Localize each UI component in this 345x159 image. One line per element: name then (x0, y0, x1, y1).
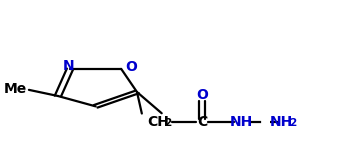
Text: 2: 2 (289, 118, 296, 128)
Text: O: O (196, 88, 208, 102)
Text: 2: 2 (165, 118, 172, 128)
Text: O: O (125, 60, 137, 74)
Text: NH: NH (230, 115, 253, 129)
Text: C: C (197, 115, 207, 129)
Text: N: N (62, 59, 74, 73)
Text: NH: NH (270, 115, 293, 129)
Text: CH: CH (148, 115, 169, 129)
Text: Me: Me (4, 82, 27, 96)
